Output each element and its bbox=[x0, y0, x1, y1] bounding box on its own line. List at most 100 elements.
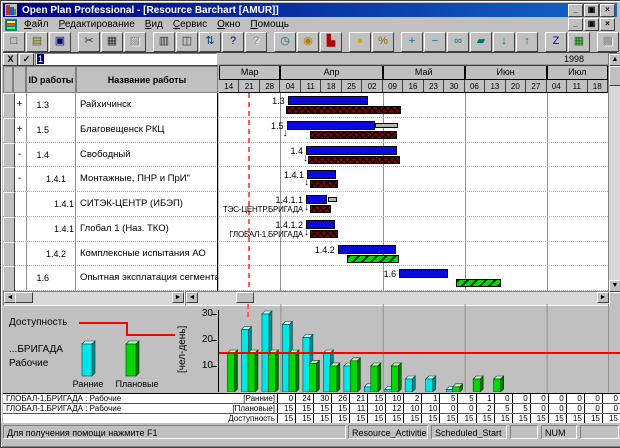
minimize-button[interactable]: _ bbox=[568, 18, 583, 31]
timeline-week: 11 bbox=[567, 80, 588, 93]
outline-mark[interactable] bbox=[13, 266, 27, 291]
blue-bar[interactable] bbox=[306, 195, 328, 204]
outline-mark[interactable]: + bbox=[13, 117, 27, 142]
hscroll-thumb[interactable] bbox=[15, 292, 33, 303]
cut-button[interactable]: ✂ bbox=[78, 31, 100, 52]
print-button[interactable]: ▥ bbox=[153, 31, 175, 52]
scroll-left-icon[interactable]: ◄ bbox=[186, 292, 198, 303]
context-help-button[interactable]: ? bbox=[245, 31, 267, 52]
table-row[interactable]: 1.6 Опытная эксплатация сегмента bbox=[3, 266, 217, 291]
red-bar[interactable] bbox=[310, 130, 398, 139]
task-id: 1.4.1 bbox=[26, 192, 76, 216]
cost-button[interactable]: ● bbox=[349, 31, 371, 52]
red-bar[interactable] bbox=[310, 205, 331, 213]
blue-bar[interactable] bbox=[307, 170, 336, 180]
vscroll-thumb[interactable] bbox=[609, 66, 620, 86]
barchart-icon: ▙ bbox=[326, 35, 336, 47]
column-header-id[interactable]: ID работы bbox=[26, 66, 76, 93]
scroll-down-icon[interactable]: ▼ bbox=[609, 280, 620, 292]
outline-mark[interactable]: - bbox=[13, 142, 27, 167]
green-bar[interactable] bbox=[346, 254, 400, 263]
restore-button[interactable]: ▣ bbox=[584, 3, 599, 17]
tick-mark bbox=[212, 366, 217, 367]
clock-button[interactable]: ◷ bbox=[274, 31, 296, 52]
close-button[interactable]: × bbox=[600, 18, 615, 31]
save-button[interactable]: ▣ bbox=[49, 31, 71, 52]
blue-bar[interactable] bbox=[306, 219, 335, 229]
blue-bar[interactable] bbox=[337, 244, 397, 254]
outline-mark[interactable] bbox=[13, 192, 27, 216]
gantt-chart: 1.3 1.5 ↓ 1.4 ↓ 1.4.1 ↓ 1.4.1.1 ↓ ТЭС-ЦЕНТР.БРИГА… bbox=[219, 93, 608, 291]
blue-bar[interactable] bbox=[286, 120, 375, 130]
red-bar[interactable] bbox=[308, 155, 401, 164]
remove-button[interactable]: − bbox=[424, 31, 446, 52]
menu-item-1[interactable]: Файл bbox=[24, 19, 49, 30]
minimize-button[interactable]: _ bbox=[568, 3, 583, 17]
table-horizontal-scrollbar[interactable]: ◄ ► bbox=[3, 291, 185, 306]
red-bar[interactable] bbox=[310, 180, 338, 189]
green-bar[interactable] bbox=[456, 279, 501, 288]
table-row[interactable]: 1.4.1 СИТЭК-ЦЕНТР (ИБЭП) bbox=[3, 192, 217, 218]
red-bar[interactable] bbox=[310, 229, 338, 238]
table-row[interactable]: +1.5 Благовещенск РКЦ bbox=[3, 117, 217, 144]
scheduled-start-arrow-icon: ↓ bbox=[304, 177, 310, 189]
menu-item-2[interactable]: Редактирование bbox=[58, 19, 135, 30]
link-button[interactable]: ∞ bbox=[447, 31, 469, 52]
blue-bar[interactable] bbox=[399, 269, 449, 279]
toolbar-group: Z ▦ bbox=[545, 31, 591, 52]
outline-mark[interactable] bbox=[13, 241, 27, 266]
menu-item-6[interactable]: Помощь bbox=[250, 19, 290, 30]
row-selector[interactable] bbox=[3, 266, 15, 291]
network-button[interactable]: ▩ bbox=[597, 31, 619, 52]
close-button[interactable]: × bbox=[600, 3, 615, 17]
value-cell: 10 bbox=[422, 404, 441, 413]
gray-bar[interactable] bbox=[327, 197, 337, 202]
column-header-name[interactable]: Название работы bbox=[76, 66, 218, 93]
table-row[interactable]: 1.4.2 Комплексные испытания АО bbox=[3, 241, 217, 268]
chart-horizontal-scrollbar[interactable]: ◄ ► bbox=[185, 291, 610, 306]
percent-button[interactable]: % bbox=[372, 31, 394, 52]
gray-bar[interactable] bbox=[374, 122, 399, 128]
add-button[interactable]: + bbox=[401, 31, 423, 52]
hscroll-thumb[interactable] bbox=[236, 292, 254, 303]
blue-bar[interactable] bbox=[306, 145, 398, 155]
table-row[interactable]: -1.4.1 Монтажные, ПНР и ПрИ" bbox=[3, 167, 217, 194]
sort-button[interactable]: ⇅ bbox=[199, 31, 221, 52]
print-preview-button[interactable]: ◫ bbox=[176, 31, 198, 52]
value-cell: 0 bbox=[458, 404, 477, 413]
barchart-button[interactable]: ▙ bbox=[320, 31, 342, 52]
zigzag-button[interactable]: Z bbox=[545, 31, 567, 52]
timeline-week: 04 bbox=[280, 80, 301, 93]
value-row-unit: [Плановые] bbox=[204, 404, 278, 413]
table-row[interactable]: -1.4 Свободный bbox=[3, 142, 217, 169]
value-cell: 15 bbox=[495, 414, 513, 423]
menu-item-4[interactable]: Сервис bbox=[172, 19, 208, 30]
help-button[interactable]: ? bbox=[222, 31, 244, 52]
early-histogram-bar bbox=[241, 329, 249, 392]
menu-item-5[interactable]: Окно bbox=[217, 19, 241, 30]
menu-item-3[interactable]: Вид bbox=[144, 19, 163, 30]
outline-mark[interactable]: + bbox=[13, 93, 27, 117]
vertical-scrollbar[interactable]: ▲ ▼ bbox=[608, 53, 620, 293]
screen-button[interactable]: ▦ bbox=[568, 31, 590, 52]
resource-button[interactable]: ◉ bbox=[297, 31, 319, 52]
timeline-week: 06 bbox=[464, 80, 486, 93]
new-file-button[interactable]: □ bbox=[3, 31, 25, 52]
move-down-button[interactable]: ↓ bbox=[493, 31, 515, 52]
red-bar[interactable] bbox=[285, 106, 402, 114]
outline-mark[interactable] bbox=[13, 216, 27, 241]
restore-button[interactable]: ▣ bbox=[584, 18, 599, 31]
blue-bar[interactable] bbox=[287, 96, 369, 105]
scroll-up-icon[interactable]: ▲ bbox=[609, 54, 620, 66]
bars-button[interactable]: ▰ bbox=[470, 31, 492, 52]
outline-mark[interactable]: - bbox=[13, 167, 27, 192]
copy-button[interactable]: ▦ bbox=[101, 31, 123, 52]
paste-button[interactable]: ▨ bbox=[124, 31, 146, 52]
table-row[interactable]: +1.3 Райхичинск bbox=[3, 93, 217, 119]
cancel-edit-button[interactable]: X bbox=[3, 53, 18, 66]
move-up-button[interactable]: ↑ bbox=[516, 31, 538, 52]
table-row[interactable]: 1.4.1 Глобал 1 (Наз. ТКО) bbox=[3, 216, 217, 243]
open-file-button[interactable]: ▤ bbox=[26, 31, 48, 52]
scroll-right-icon[interactable]: ► bbox=[172, 292, 184, 303]
scroll-right-icon[interactable]: ► bbox=[597, 292, 609, 303]
